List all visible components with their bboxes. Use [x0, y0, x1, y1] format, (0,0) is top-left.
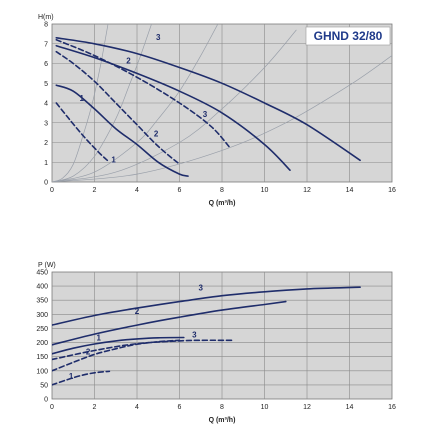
x-tick-label: 2: [93, 187, 97, 194]
series-solid-2-line: [55, 44, 291, 171]
x-tick-label: 8: [220, 187, 224, 194]
model-title-box: [305, 26, 391, 46]
x-tick-label: 4: [135, 404, 139, 411]
series-solid-3-line: [52, 286, 361, 326]
system-curve-5: [52, 55, 392, 182]
y-tick-label: 1: [44, 160, 48, 167]
series-label-solid-3: 3: [199, 283, 204, 292]
x-tick-label: 8: [220, 404, 224, 411]
x-axis-label: Q (m³/h): [209, 417, 236, 424]
y-tick-label: 150: [36, 354, 48, 361]
y-tick-label: 450: [36, 270, 48, 277]
y-tick-label: 7: [44, 41, 48, 48]
series-dashed-1-line: [55, 102, 109, 162]
series-label-dashed-3: 3: [192, 330, 197, 339]
y-tick-label: 4: [44, 101, 48, 108]
series-solid-1-line: [52, 336, 185, 355]
x-tick-label: 10: [261, 404, 269, 411]
series-label-dashed-2: 2: [154, 130, 159, 139]
y-tick-label: 5: [44, 81, 48, 88]
series-label-dashed-2: 2: [86, 347, 91, 356]
series-label-solid-2: 2: [135, 307, 140, 316]
x-tick-label: 6: [178, 187, 182, 194]
model-title: GHND 32/80: [314, 29, 383, 43]
x-tick-label: 0: [50, 404, 54, 411]
power-flow-chart: 0 2 4 6 8 10 12 14 16050100150200250300350400450…: [36, 262, 396, 424]
series-label-dashed-1: 1: [111, 155, 116, 164]
series-label-solid-1: 1: [97, 333, 102, 342]
y-tick-label: 250: [36, 326, 48, 333]
y-tick-label: 100: [36, 368, 48, 375]
x-tick-label: 0: [50, 187, 54, 194]
series-dashed-1-line: [52, 370, 111, 386]
x-tick-label: 16: [388, 404, 396, 411]
series-label-solid-3: 3: [156, 33, 161, 42]
y-tick-label: 300: [36, 312, 48, 319]
x-tick-label: 14: [346, 404, 354, 411]
x-tick-label: 10: [261, 187, 269, 194]
y-tick-label: 200: [36, 340, 48, 347]
x-tick-label: 12: [303, 187, 311, 194]
system-curve-4: [52, 29, 297, 182]
series-solid-3-line: [55, 37, 361, 162]
series-label-dashed-3: 3: [203, 110, 208, 119]
x-tick-label: 6: [178, 404, 182, 411]
x-tick-label: 2: [93, 404, 97, 411]
y-tick-label: 50: [40, 382, 48, 389]
system-curve-2: [52, 24, 152, 182]
x-tick-label: 14: [346, 187, 354, 194]
series-dashed-2-line: [52, 339, 181, 372]
y-tick-label: 6: [44, 61, 48, 68]
y-tick-label: 0: [44, 180, 48, 187]
series-solid-1-line: [55, 84, 189, 177]
y-tick-label: 350: [36, 298, 48, 305]
y-tick-label: 8: [44, 22, 48, 29]
y-tick-label: 0: [44, 397, 48, 404]
x-tick-label: 16: [388, 187, 396, 194]
series-label-dashed-1: 1: [69, 372, 74, 381]
y-tick-label: 2: [44, 140, 48, 147]
system-curve-1: [52, 24, 109, 182]
x-axis-label: Q (m³/h): [209, 200, 236, 207]
x-tick-label: 12: [303, 404, 311, 411]
series-dashed-2-line: [55, 50, 181, 165]
series-dashed-3-line: [55, 39, 232, 150]
y-axis-label: H(m): [38, 14, 54, 21]
y-tick-label: 400: [36, 284, 48, 291]
series-label-solid-1: 1: [80, 94, 85, 103]
y-tick-label: 3: [44, 120, 48, 127]
series-solid-2-line: [52, 300, 287, 346]
system-curve-3: [52, 24, 219, 182]
x-tick-label: 4: [135, 187, 139, 194]
y-axis-label: P (W): [38, 262, 56, 269]
series-label-solid-2: 2: [126, 57, 131, 66]
